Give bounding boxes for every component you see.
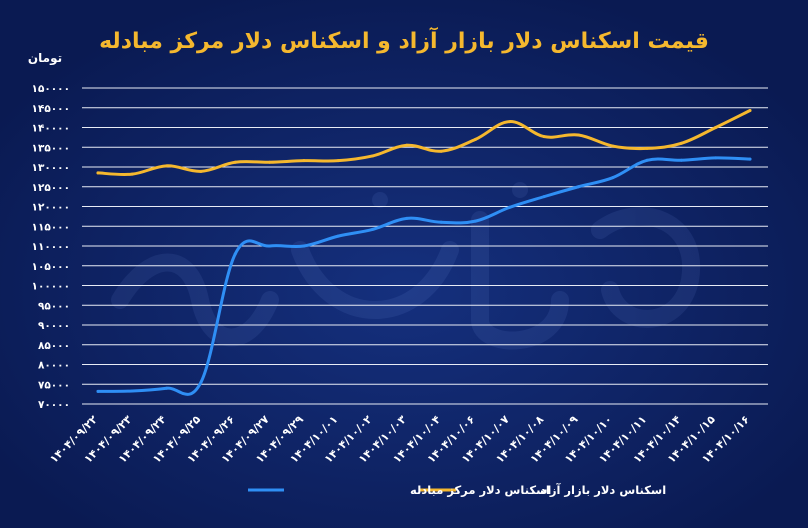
y-tick-label: ۱۳۵۰۰۰ (32, 142, 70, 154)
data-point (302, 159, 306, 163)
data-point (96, 389, 100, 393)
data-point (371, 227, 375, 231)
data-point (130, 389, 134, 393)
data-point (508, 120, 512, 124)
data-point (302, 244, 306, 248)
y-tick-label: ۸۰۰۰۰ (38, 360, 70, 372)
data-point (748, 109, 752, 113)
chart-title: قیمت اسکناس دلار بازار آزاد و اسکناس دلا… (99, 26, 709, 54)
data-point (233, 252, 237, 256)
series-lines (96, 109, 752, 396)
gridlines (82, 87, 768, 405)
y-tick-label: ۱۱۵۰۰۰ (32, 221, 70, 233)
data-point (233, 160, 237, 164)
data-point (165, 164, 169, 168)
data-point (611, 176, 615, 180)
data-point (645, 146, 649, 150)
y-tick-label: ۷۰۰۰۰ (38, 399, 70, 411)
legend: اسکناس دلار بازار آزاد اسکناس دلار مرکز … (248, 483, 666, 497)
y-tick-label: ۱۰۰۰۰۰ (32, 281, 70, 293)
series-line-free-market (96, 109, 752, 176)
data-point (473, 219, 477, 223)
legend-label-free-market: اسکناس دلار بازار آزاد (540, 483, 666, 497)
data-point (96, 171, 100, 175)
data-point (748, 157, 752, 161)
y-tick-label: ۸۵۰۰۰ (38, 340, 70, 352)
data-point (439, 220, 443, 224)
y-tick-label: ۷۵۰۰۰ (38, 379, 70, 391)
data-point (679, 158, 683, 162)
y-tick-label: ۱۳۰۰۰۰ (32, 162, 70, 174)
data-point (714, 126, 718, 129)
data-point (199, 380, 203, 384)
y-tick-label: ۱۰۵۰۰۰ (32, 261, 70, 273)
data-point (165, 386, 169, 390)
data-point (130, 172, 134, 176)
data-point (199, 169, 203, 173)
y-tick-label: ۱۴۵۰۰۰ (32, 103, 70, 115)
y-tick-label: ۱۲۰۰۰۰ (32, 202, 70, 214)
series-line-exchange-center (96, 156, 752, 396)
y-tick-label: ۱۵۰۰۰۰ (32, 83, 70, 95)
data-point (336, 159, 340, 163)
data-point (542, 195, 546, 199)
data-point (439, 149, 443, 153)
data-point (645, 158, 649, 162)
data-point (576, 185, 580, 189)
y-tick-label: ۱۱۰۰۰۰ (32, 241, 70, 253)
data-point (542, 135, 546, 139)
data-point (611, 144, 615, 148)
data-point (268, 160, 272, 164)
data-point (473, 137, 477, 141)
y-tick-label: ۱۴۰۰۰۰ (32, 123, 70, 135)
y-tick-label: ۹۵۰۰۰ (38, 300, 70, 312)
data-point (405, 216, 409, 220)
data-point (268, 244, 272, 248)
watermark-logo (111, 182, 701, 350)
data-point (508, 205, 512, 209)
legend-label-exchange-center: اسکناس دلار مرکز مبادله (410, 483, 551, 497)
y-tick-label: ۹۰۰۰۰ (38, 320, 70, 332)
y-axis-ticks: ۷۰۰۰۰ ۷۵۰۰۰ ۸۰۰۰۰ ۸۵۰۰۰ ۹۰۰۰۰ ۹۵۰۰۰ ۱۰۰۰۰۰ ۱۰۵۰… (32, 83, 70, 411)
data-point (576, 133, 580, 137)
y-tick-label: ۱۲۵۰۰۰ (32, 182, 70, 194)
data-point (714, 156, 718, 160)
data-point (371, 154, 375, 158)
data-point (336, 234, 340, 238)
data-point (405, 143, 409, 147)
data-point (679, 141, 683, 145)
y-axis-unit: تومان (28, 51, 62, 66)
